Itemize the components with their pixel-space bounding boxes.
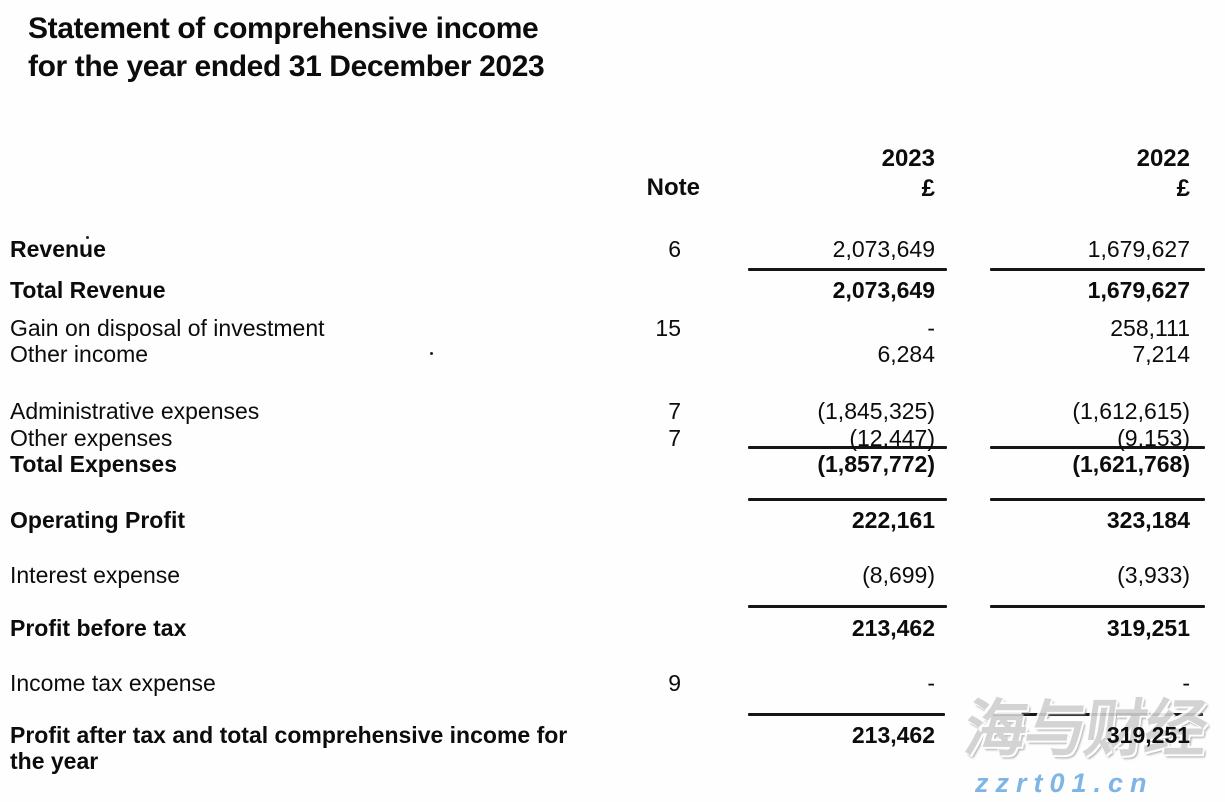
row-label: Income tax expense [10, 670, 216, 696]
total-rule-2023 [748, 446, 947, 449]
row-label: Administrative expenses [10, 398, 260, 424]
total-rule-2023 [748, 498, 947, 501]
total-rule-2023 [748, 605, 947, 608]
row-value-2023: (12,447) [849, 425, 935, 451]
row-label: Profit after tax and total comprehensive… [10, 722, 568, 774]
column-header-2023: 2023 [881, 145, 935, 172]
row-label: Gain on disposal of investment [10, 315, 325, 341]
row-label: Other expenses [10, 425, 173, 451]
row-label: Revenue [10, 236, 106, 262]
row-value-2023: 222,161 [851, 507, 935, 533]
row-value-2023: 2,073,649 [832, 277, 935, 303]
total-rule-2022 [990, 268, 1205, 271]
scan-artifact-dot [430, 352, 433, 355]
table-row-income-tax-expense: Income tax expense 9 - - [0, 670, 1225, 696]
column-header-note: Note [646, 174, 700, 201]
row-value-2022: 7,214 [1132, 341, 1190, 367]
row-note: 6 [668, 236, 681, 262]
table-row-total-expenses: Total Expenses (1,857,772) (1,621,768) [0, 451, 1225, 477]
row-note: 15 [655, 315, 681, 341]
row-value-2023: - [927, 315, 935, 341]
row-value-2022: 319,251 [1106, 722, 1190, 748]
row-label: Total Expenses [10, 451, 178, 477]
total-rule-2023 [748, 713, 945, 716]
row-value-2023: - [927, 670, 935, 696]
row-note: 9 [668, 670, 681, 696]
row-value-2023: (8,699) [862, 562, 935, 588]
row-label: Profit before tax [10, 615, 187, 641]
table-row-total-revenue: Total Revenue 2,073,649 1,679,627 [0, 277, 1225, 303]
page-title-line1: Statement of comprehensive income [28, 12, 539, 45]
page-title: Statement of comprehensive income for th… [28, 10, 545, 86]
total-rule-2022 [993, 713, 1203, 716]
table-row-profit-before-tax: Profit before tax 213,462 319,251 [0, 615, 1225, 641]
row-value-2022: 323,184 [1106, 507, 1190, 533]
row-note: 7 [668, 398, 681, 424]
row-value-2022: 1,679,627 [1087, 236, 1190, 262]
scan-artifact-dot [86, 236, 89, 239]
column-header-2022: 2022 [1136, 145, 1190, 172]
row-value-2022: 258,111 [1110, 315, 1190, 341]
table-row-other-income: Other income 6,284 7,214 [0, 341, 1225, 367]
table-row-interest-expense: Interest expense (8,699) (3,933) [0, 562, 1225, 588]
table-row-other-expenses: Other expenses 7 (12,447) (9,153) [0, 425, 1225, 451]
row-value-2023: 6,284 [877, 341, 935, 367]
table-row-operating-profit: Operating Profit 222,161 323,184 [0, 507, 1225, 533]
row-note: 7 [668, 425, 681, 451]
row-value-2022: 319,251 [1106, 615, 1190, 641]
row-value-2022: - [1182, 670, 1190, 696]
row-value-2022: (1,621,768) [1072, 451, 1190, 477]
table-row-gain-on-disposal: Gain on disposal of investment 15 - 258,… [0, 315, 1225, 341]
row-value-2022: 1,679,627 [1087, 277, 1190, 303]
row-value-2023: (1,857,772) [817, 451, 935, 477]
total-rule-2022 [990, 446, 1205, 449]
row-label: Other income [10, 341, 149, 367]
page-title-line2: for the year ended 31 December 2023 [28, 50, 545, 83]
row-value-2023: 213,462 [851, 722, 935, 748]
row-label: Interest expense [10, 562, 181, 588]
row-label: Total Revenue [10, 277, 166, 303]
row-value-2022: (1,612,615) [1072, 398, 1190, 424]
row-value-2022: (9,153) [1117, 425, 1190, 451]
total-rule-2022 [990, 498, 1205, 501]
table-row-administrative-expenses: Administrative expenses 7 (1,845,325) (1… [0, 398, 1225, 424]
row-value-2023: 2,073,649 [832, 236, 935, 262]
row-label: Operating Profit [10, 507, 186, 533]
row-value-2023: (1,845,325) [817, 398, 935, 424]
row-value-2022: (3,933) [1117, 562, 1190, 588]
column-header-currency-2022: £ [1176, 175, 1190, 202]
table-row-profit-after-tax: Profit after tax and total comprehensive… [0, 722, 1225, 774]
column-header-currency-2023: £ [921, 175, 935, 202]
table-row-revenue: Revenue 6 2,073,649 1,679,627 [0, 236, 1225, 262]
total-rule-2022 [990, 605, 1205, 608]
row-value-2023: 213,462 [851, 615, 935, 641]
total-rule-2023 [748, 268, 947, 271]
